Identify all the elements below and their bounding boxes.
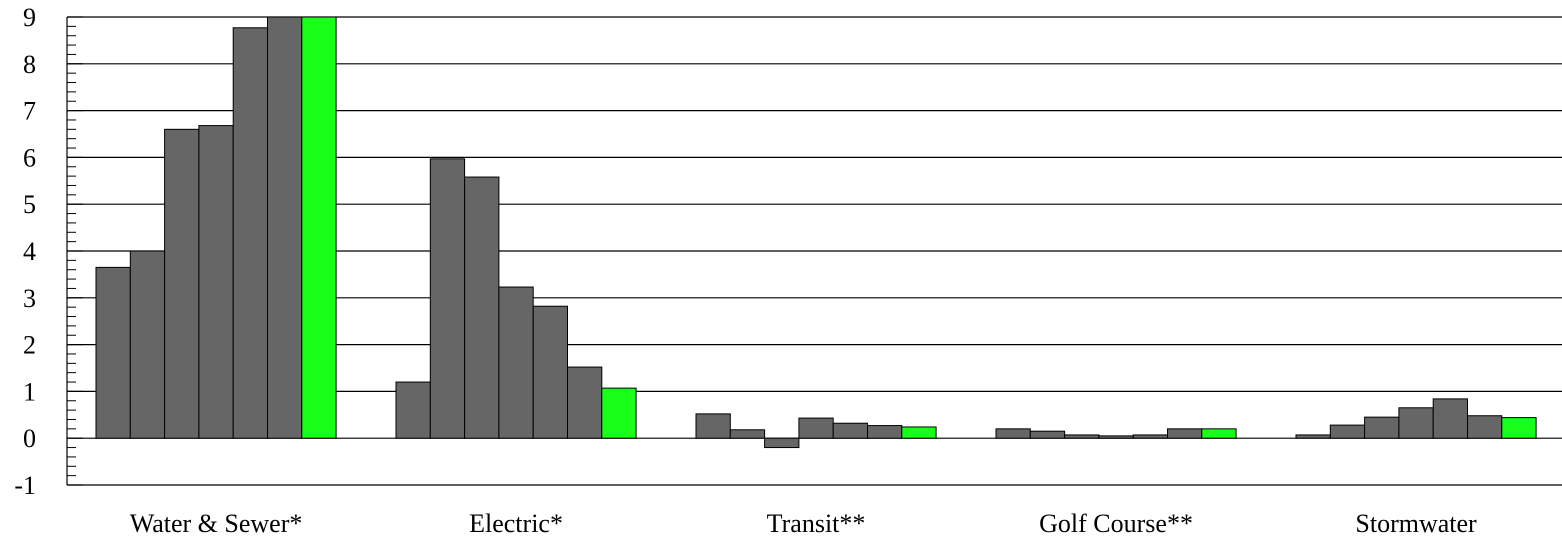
y-tick-label: 7	[23, 97, 36, 126]
y-tick-label: 3	[23, 284, 36, 313]
bar-2-4	[832, 422, 869, 439]
y-tick-labels: -1 0 1 2 3 4 5 6 7 8 9	[14, 3, 36, 500]
bar-1-5	[567, 366, 603, 439]
bar-0-5	[267, 16, 303, 439]
bar-2-6	[901, 426, 937, 439]
y-tick-label: 2	[23, 331, 36, 360]
bar-0-6	[301, 16, 337, 439]
bar-0-1	[129, 250, 166, 439]
category-label: Stormwater	[1355, 509, 1477, 538]
y-tick-label: 8	[23, 50, 36, 79]
y-axis	[66, 16, 83, 486]
bar-1-2	[464, 176, 500, 439]
bar-0-4	[232, 27, 268, 439]
bar-3-6	[1201, 428, 1237, 439]
bar-4-5	[1467, 415, 1503, 439]
bar-0-2	[164, 128, 200, 439]
y-tick-label: 6	[23, 143, 36, 172]
category-label: Water & Sewer*	[130, 509, 303, 538]
bar-4-1	[1329, 424, 1366, 439]
y-tick-label: -1	[14, 471, 36, 500]
bar-3-4	[1132, 434, 1168, 439]
bar-4-4	[1432, 398, 1468, 439]
bar-3-5	[1167, 428, 1203, 439]
bar-3-2	[1064, 434, 1100, 439]
y-tick-label: 5	[23, 190, 36, 219]
bar-4-2	[1364, 416, 1400, 439]
y-tick-label: 0	[23, 424, 36, 453]
y-tick-label: 4	[23, 237, 36, 266]
bar-4-6	[1501, 417, 1537, 439]
y-tick-label: 1	[23, 377, 36, 406]
bar-2-1	[729, 429, 766, 439]
bar-2-5	[867, 425, 903, 439]
bar-2-3	[798, 417, 834, 439]
bar-0-3	[198, 125, 234, 439]
bar-1-6	[601, 387, 637, 439]
bars	[95, 16, 1537, 449]
bar-3-1	[1029, 430, 1066, 439]
bar-1-0	[395, 381, 431, 439]
bar-1-4	[532, 305, 569, 439]
category-label: Electric*	[469, 509, 563, 538]
bar-1-3	[498, 286, 534, 439]
bar-0-0	[95, 266, 131, 439]
y-tick-label: 9	[23, 3, 36, 32]
bar-3-0	[995, 428, 1031, 439]
bar-4-3	[1398, 407, 1434, 439]
bar-2-2	[764, 437, 800, 449]
bar-4-0	[1295, 434, 1331, 439]
category-labels: Water & Sewer* Electric* Transit** Golf Cou…	[130, 509, 1477, 538]
category-label: Golf Course**	[1039, 509, 1193, 538]
bar-2-0	[695, 413, 731, 439]
category-label: Transit**	[767, 509, 866, 538]
bar-3-3	[1098, 435, 1134, 439]
bar-1-1	[429, 158, 466, 439]
